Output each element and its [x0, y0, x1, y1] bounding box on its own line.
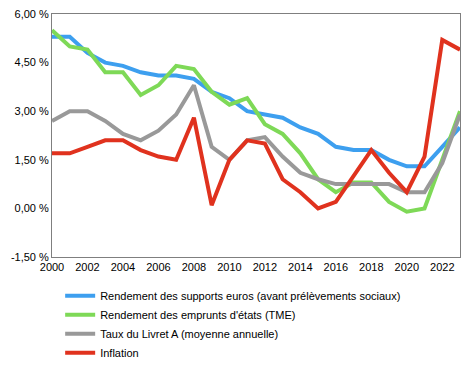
svg-text:2020: 2020: [395, 261, 419, 273]
svg-text:2000: 2000: [40, 261, 64, 273]
svg-text:0,00 %: 0,00 %: [15, 202, 49, 214]
svg-text:2012: 2012: [253, 261, 277, 273]
svg-text:2002: 2002: [75, 261, 99, 273]
svg-text:2004: 2004: [111, 261, 135, 273]
svg-text:4,50 %: 4,50 %: [15, 56, 49, 68]
svg-text:3,00 %: 3,00 %: [15, 105, 49, 117]
svg-text:-1,50 %: -1,50 %: [11, 251, 49, 263]
svg-text:Taux du Livret A (moyenne annu: Taux du Livret A (moyenne annuelle): [100, 328, 278, 340]
svg-text:2014: 2014: [288, 261, 312, 273]
svg-text:2006: 2006: [146, 261, 170, 273]
svg-text:Inflation: Inflation: [100, 347, 139, 359]
svg-text:1,50 %: 1,50 %: [15, 154, 49, 166]
svg-text:2018: 2018: [359, 261, 383, 273]
svg-text:6,00 %: 6,00 %: [15, 8, 49, 20]
svg-text:2016: 2016: [324, 261, 348, 273]
svg-text:Rendement des supports euros (: Rendement des supports euros (avant prél…: [100, 290, 400, 302]
svg-text:2008: 2008: [182, 261, 206, 273]
svg-text:2022: 2022: [430, 261, 454, 273]
svg-text:Rendement des emprunts d'états: Rendement des emprunts d'états (TME): [100, 309, 295, 321]
svg-text:2010: 2010: [217, 261, 241, 273]
